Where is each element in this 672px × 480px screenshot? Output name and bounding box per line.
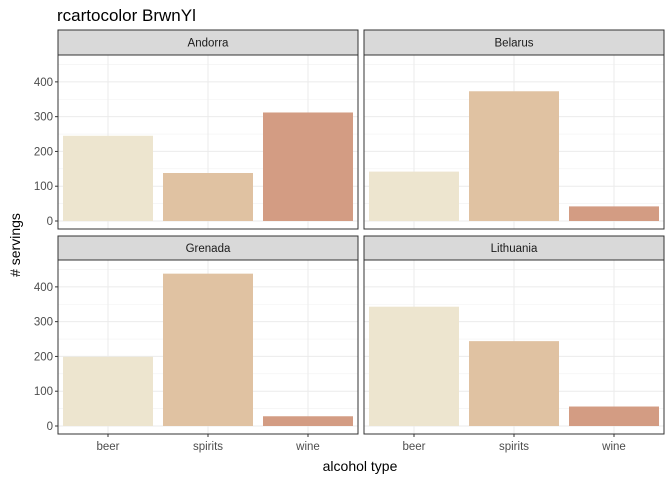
facet-panels: Andorra 0 100 200 300 400 Belarus Grenada 0 100 20… <box>34 29 665 453</box>
x-tick-label: spirits <box>499 441 529 453</box>
panel-andorra: Andorra 0 100 200 300 400 <box>34 29 359 230</box>
facet-strip-label: Belarus <box>495 38 534 50</box>
y-tick-label: 400 <box>34 282 53 294</box>
y-tick-label: 300 <box>34 317 53 329</box>
y-tick-label: 300 <box>34 112 53 124</box>
bar-andorra-wine <box>263 112 353 221</box>
x-tick-label: beer <box>96 441 119 453</box>
bar-belarus-beer <box>369 171 459 221</box>
bar-grenada-beer <box>63 356 153 426</box>
facet-strip-label: Andorra <box>188 38 230 50</box>
panel-border <box>363 54 665 230</box>
y-tick-label: 200 <box>34 351 53 363</box>
x-axis-title: alcohol type <box>323 458 398 474</box>
bar-grenada-spirits <box>163 273 253 426</box>
facet-strip <box>363 29 665 56</box>
y-tick-label: 100 <box>34 386 53 398</box>
y-tick-label: 100 <box>34 181 53 193</box>
panel-grenada: Grenada 0 100 200 300 400 beer spirits wine <box>34 235 359 453</box>
bar-lithuania-spirits <box>469 341 559 426</box>
facet-strip <box>57 235 359 261</box>
y-axis-title: # servings <box>7 213 23 277</box>
bar-belarus-wine <box>569 206 659 221</box>
y-tick-label: 0 <box>47 216 53 228</box>
facet-strip <box>57 29 359 56</box>
facet-strip-label: Lithuania <box>491 243 538 255</box>
panel-lithuania: Lithuania beer spirits wine <box>363 235 665 453</box>
bar-lithuania-beer <box>369 306 459 426</box>
bar-andorra-spirits <box>163 173 253 221</box>
y-tick-label: 400 <box>34 77 53 89</box>
bar-belarus-spirits <box>469 91 559 222</box>
y-tick-label: 0 <box>47 421 53 433</box>
bar-grenada-wine <box>263 416 353 426</box>
facet-strip <box>363 235 665 261</box>
bar-lithuania-wine <box>569 406 659 426</box>
x-tick-label: wine <box>295 441 320 453</box>
panel-border <box>57 54 359 230</box>
facet-strip-label: Grenada <box>186 243 231 255</box>
chart-title: rcartocolor BrwnYl <box>57 6 196 25</box>
x-tick-label: spirits <box>193 441 223 453</box>
bar-andorra-beer <box>63 135 153 221</box>
x-tick-label: beer <box>402 441 425 453</box>
y-tick-label: 200 <box>34 146 53 158</box>
panel-belarus: Belarus <box>363 29 665 230</box>
x-tick-label: wine <box>601 441 626 453</box>
